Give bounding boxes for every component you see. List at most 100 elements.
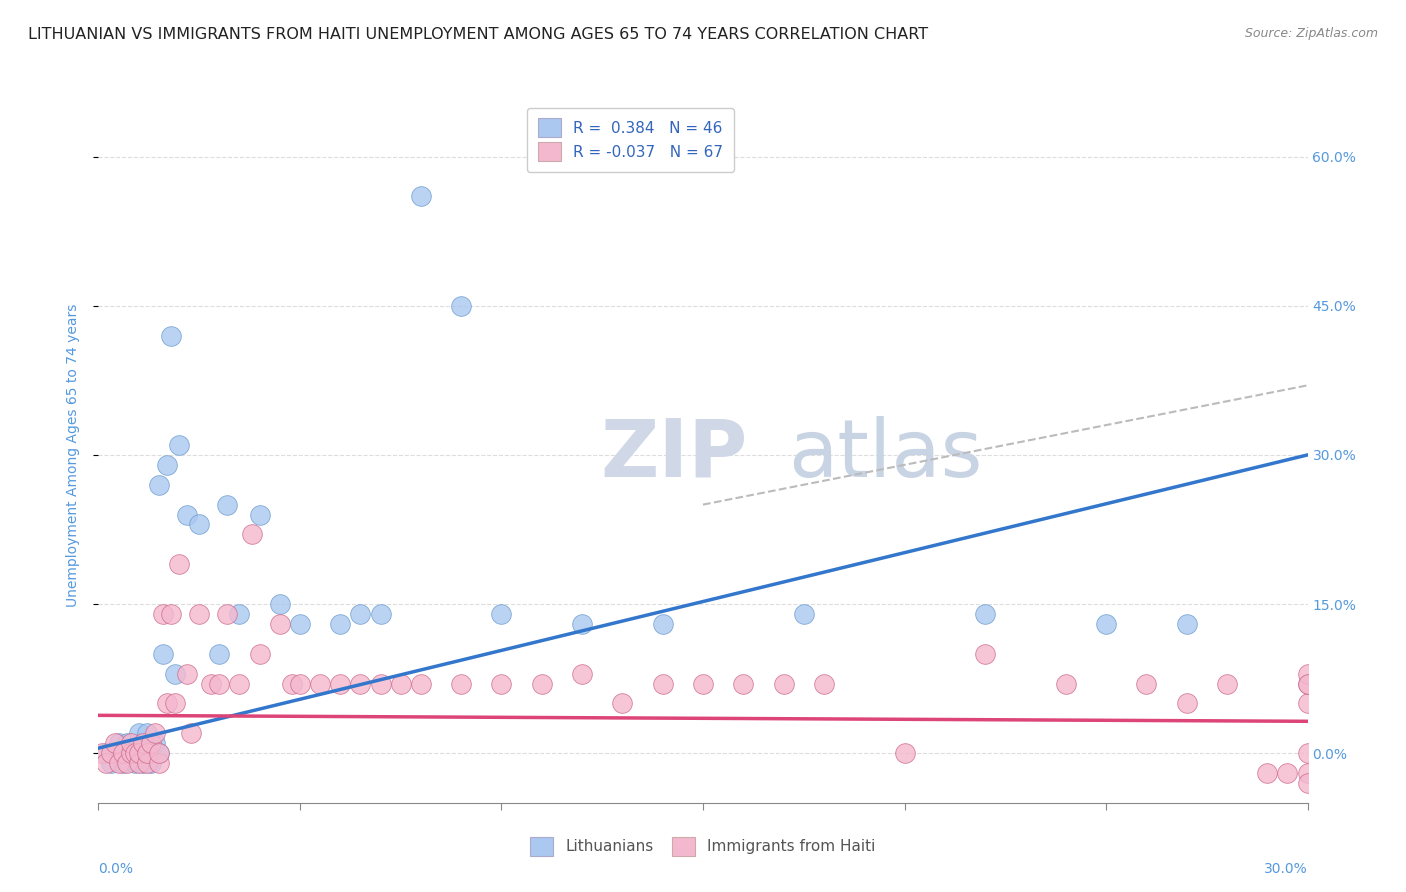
- Point: [156, 697, 179, 711]
- Point: [269, 616, 291, 631]
- Point: [115, 756, 138, 770]
- Point: [124, 756, 146, 770]
- Point: [128, 726, 150, 740]
- Point: [1296, 697, 1319, 711]
- Point: [91, 746, 114, 760]
- Point: [100, 756, 122, 770]
- Point: [135, 756, 157, 770]
- Point: [240, 527, 263, 541]
- Point: [152, 647, 174, 661]
- Point: [571, 616, 593, 631]
- Point: [132, 756, 155, 770]
- Point: [139, 756, 162, 770]
- Text: ZIP: ZIP: [600, 416, 748, 494]
- Text: LITHUANIAN VS IMMIGRANTS FROM HAITI UNEMPLOYMENT AMONG AGES 65 TO 74 YEARS CORRE: LITHUANIAN VS IMMIGRANTS FROM HAITI UNEM…: [28, 27, 928, 42]
- Point: [1296, 746, 1319, 760]
- Point: [111, 756, 134, 770]
- Point: [1296, 766, 1319, 780]
- Point: [329, 616, 352, 631]
- Point: [349, 607, 371, 621]
- Point: [389, 676, 412, 690]
- Point: [651, 676, 673, 690]
- Point: [1256, 766, 1278, 780]
- Point: [772, 676, 794, 690]
- Point: [135, 746, 157, 760]
- Point: [180, 726, 202, 740]
- Point: [156, 458, 179, 472]
- Point: [228, 676, 250, 690]
- Point: [128, 736, 150, 750]
- Point: [96, 746, 118, 760]
- Point: [160, 607, 183, 621]
- Text: 30.0%: 30.0%: [1264, 862, 1308, 876]
- Point: [530, 676, 553, 690]
- Point: [128, 746, 150, 760]
- Point: [176, 666, 198, 681]
- Point: [974, 607, 997, 621]
- Point: [163, 697, 186, 711]
- Text: Source: ZipAtlas.com: Source: ZipAtlas.com: [1244, 27, 1378, 40]
- Point: [176, 508, 198, 522]
- Point: [1095, 616, 1118, 631]
- Point: [148, 746, 170, 760]
- Point: [167, 558, 190, 572]
- Point: [111, 746, 134, 760]
- Point: [217, 607, 239, 621]
- Point: [132, 736, 155, 750]
- Point: [409, 189, 432, 203]
- Point: [208, 676, 231, 690]
- Point: [612, 697, 634, 711]
- Point: [733, 676, 755, 690]
- Point: [100, 746, 122, 760]
- Point: [1175, 697, 1198, 711]
- Point: [103, 736, 125, 750]
- Point: [329, 676, 352, 690]
- Point: [120, 746, 142, 760]
- Point: [152, 607, 174, 621]
- Point: [148, 477, 170, 491]
- Point: [249, 508, 271, 522]
- Point: [450, 676, 472, 690]
- Point: [128, 746, 150, 760]
- Y-axis label: Unemployment Among Ages 65 to 74 years: Unemployment Among Ages 65 to 74 years: [66, 303, 80, 607]
- Point: [491, 676, 513, 690]
- Point: [132, 746, 155, 760]
- Point: [571, 666, 593, 681]
- Point: [143, 736, 166, 750]
- Point: [96, 756, 118, 770]
- Point: [148, 746, 170, 760]
- Point: [1277, 766, 1299, 780]
- Point: [491, 607, 513, 621]
- Point: [288, 676, 311, 690]
- Point: [188, 607, 211, 621]
- Point: [139, 736, 162, 750]
- Point: [143, 726, 166, 740]
- Point: [309, 676, 332, 690]
- Point: [450, 299, 472, 313]
- Point: [120, 746, 142, 760]
- Point: [124, 746, 146, 760]
- Point: [1216, 676, 1239, 690]
- Point: [120, 736, 142, 750]
- Point: [160, 328, 183, 343]
- Point: [188, 517, 211, 532]
- Point: [793, 607, 815, 621]
- Point: [281, 676, 304, 690]
- Point: [139, 746, 162, 760]
- Point: [288, 616, 311, 631]
- Point: [107, 756, 129, 770]
- Point: [103, 746, 125, 760]
- Point: [1296, 676, 1319, 690]
- Point: [200, 676, 222, 690]
- Point: [370, 607, 392, 621]
- Point: [1054, 676, 1077, 690]
- Legend: Lithuanians, Immigrants from Haiti: Lithuanians, Immigrants from Haiti: [522, 828, 884, 864]
- Point: [1296, 666, 1319, 681]
- Point: [370, 676, 392, 690]
- Point: [1296, 676, 1319, 690]
- Point: [167, 438, 190, 452]
- Point: [228, 607, 250, 621]
- Point: [208, 647, 231, 661]
- Point: [128, 756, 150, 770]
- Point: [269, 597, 291, 611]
